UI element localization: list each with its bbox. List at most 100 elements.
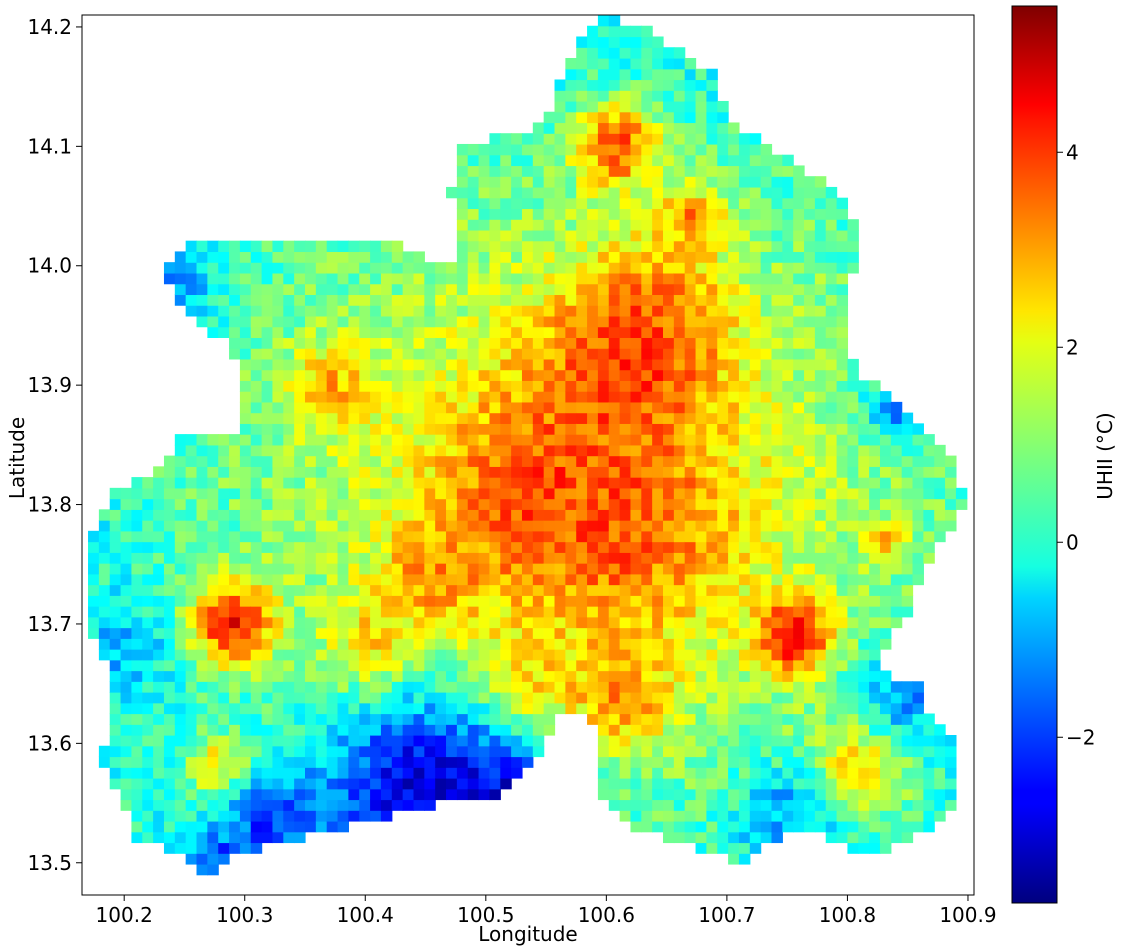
heat-cell [489, 649, 501, 661]
heat-cell [478, 745, 491, 758]
heat-cell [825, 681, 838, 693]
heat-cell [402, 262, 415, 274]
heat-cell [261, 627, 274, 639]
heat-cell [348, 262, 360, 274]
heat-cell [337, 455, 349, 467]
heat-cell [684, 520, 697, 532]
heat-cell [836, 616, 849, 629]
heat-cell [728, 638, 740, 650]
heat-cell [315, 573, 328, 586]
heat-cell [435, 777, 447, 790]
heat-cell [120, 756, 133, 768]
heat-cell [814, 777, 827, 790]
heat-cell [565, 692, 577, 704]
heat-cell [717, 434, 729, 446]
heat-cell [793, 520, 805, 532]
heat-cell [901, 692, 914, 704]
heat-cell [250, 326, 263, 338]
heat-cell [684, 369, 697, 381]
heat-cell [760, 434, 773, 446]
heat-cell [424, 369, 436, 381]
heat-cell [608, 616, 621, 629]
heat-cell [717, 584, 729, 596]
heat-cell [608, 90, 621, 102]
heat-cell [250, 810, 263, 822]
heat-cell [652, 326, 664, 338]
heat-cell [478, 552, 491, 564]
heat-cell [413, 735, 425, 747]
heat-cell [782, 573, 794, 586]
heat-cell [229, 745, 241, 758]
heat-cell [760, 423, 773, 435]
heat-cell [673, 133, 686, 145]
heat-cell [793, 820, 805, 833]
heat-cell [153, 509, 165, 521]
heat-cell [576, 401, 588, 414]
heat-cell [847, 552, 859, 564]
y-tick-label: 13.9 [27, 373, 72, 397]
heat-cell [131, 756, 143, 768]
heat-cell [88, 627, 100, 639]
heat-cell [554, 391, 566, 403]
heat-cell [229, 692, 241, 704]
heat-cell [641, 186, 653, 199]
heat-cell [847, 477, 859, 489]
heat-cell [163, 638, 176, 650]
heat-cell [521, 638, 534, 650]
heat-cell [500, 272, 512, 285]
heat-cell [782, 165, 794, 177]
heat-cell [402, 670, 415, 682]
heat-cell [597, 315, 610, 328]
x-tick-label: 100.4 [337, 903, 394, 927]
heat-cell [673, 391, 686, 403]
heat-cell [912, 487, 924, 500]
heat-cell [272, 272, 284, 285]
heat-cell [782, 627, 794, 639]
heat-cell [717, 788, 729, 801]
heat-cell [717, 638, 729, 650]
heat-cell [402, 369, 415, 381]
heat-cell [294, 434, 306, 446]
heat-cell [543, 638, 556, 650]
heat-cell [174, 692, 187, 704]
heat-cell [402, 294, 415, 306]
heat-cell [630, 584, 642, 596]
heat-cell [597, 509, 610, 521]
heat-cell [749, 670, 762, 682]
heat-cell [272, 369, 284, 381]
heat-cell [630, 820, 642, 833]
heat-cell [196, 552, 208, 564]
heat-cell [652, 799, 664, 811]
heat-cell [728, 315, 740, 328]
heat-cell [836, 197, 849, 210]
heat-cell [500, 777, 512, 790]
heat-cell [706, 229, 718, 242]
heat-cell [478, 498, 491, 510]
heat-cell [782, 799, 794, 811]
heat-cell [402, 326, 415, 338]
heat-cell [261, 563, 274, 575]
heat-cell [717, 477, 729, 489]
heat-cell [695, 595, 707, 607]
heat-cell [380, 272, 393, 285]
heat-cell [98, 541, 111, 553]
heat-cell [630, 767, 642, 779]
heat-cell [489, 713, 501, 725]
heat-cell [923, 810, 935, 822]
heat-cell [728, 477, 740, 489]
heat-cell [630, 788, 642, 801]
heat-cell [272, 466, 284, 478]
heat-cell [706, 434, 718, 446]
heat-cell [532, 584, 545, 596]
heat-cell [695, 111, 707, 124]
heat-cell [749, 487, 762, 500]
heat-cell [142, 831, 154, 844]
plot-area [81, 14, 975, 896]
heat-cell [500, 735, 512, 747]
heat-cell [239, 541, 252, 553]
heat-cell [793, 197, 805, 210]
heat-cell [738, 143, 751, 156]
heat-cell [728, 756, 740, 768]
heat-cell [576, 649, 588, 661]
heat-cell [196, 659, 208, 672]
